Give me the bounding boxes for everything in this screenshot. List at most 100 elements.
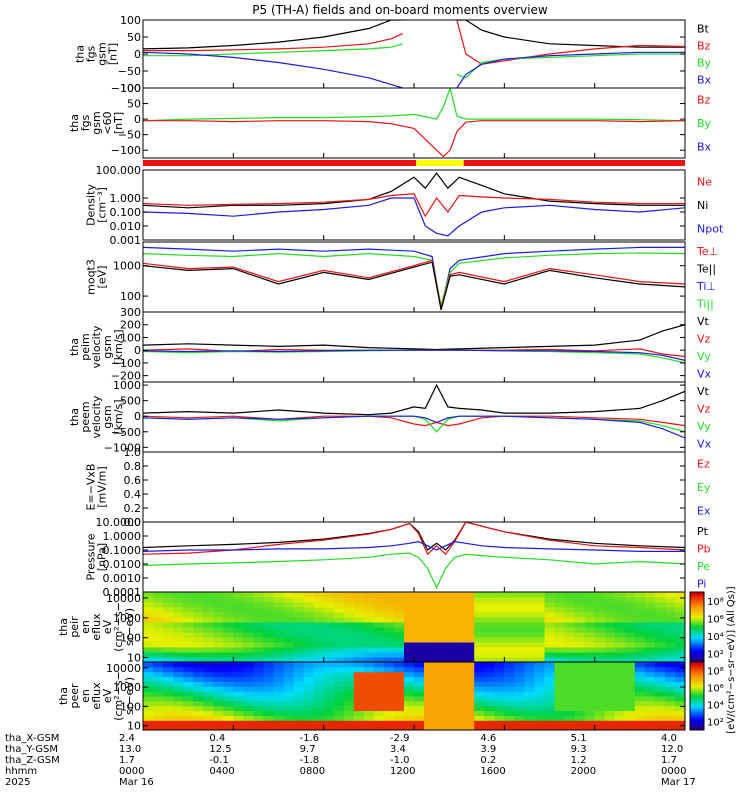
x-axis-row-label: tha_Z-GSM [5, 755, 60, 766]
heatmap-cell [594, 691, 606, 697]
heatmap-cell [363, 617, 375, 623]
y-tick-label: 100 [120, 700, 141, 713]
heatmap-cell [624, 652, 636, 658]
heatmap-cell [203, 662, 214, 668]
heatmap-cell [444, 671, 455, 678]
heatmap-cell [163, 647, 174, 653]
heatmap-cell [454, 715, 465, 721]
heatmap-cell [604, 720, 616, 726]
heatmap-cell [584, 592, 596, 598]
heatmap-cell [403, 725, 415, 731]
heatmap-cell [654, 657, 666, 663]
heatmap-cell [554, 592, 566, 598]
heatmap-cell [544, 642, 556, 648]
heatmap-cell [604, 676, 616, 682]
heatmap-cell [624, 710, 636, 716]
heatmap-cell [444, 681, 455, 687]
y-tick-label: 0.0001 [103, 586, 142, 599]
heatmap-cell [193, 607, 204, 613]
y-axis-label: en [79, 620, 92, 634]
heatmap-cell [464, 637, 475, 643]
heatmap-cell [223, 617, 234, 623]
y-tick-label: 1000 [113, 379, 141, 392]
heatmap-cell [283, 642, 295, 648]
heatmap-cell [253, 592, 264, 598]
heatmap-cell [223, 705, 234, 712]
heatmap-cell [143, 691, 154, 697]
heatmap-cell [393, 725, 405, 731]
heatmap-cell [143, 710, 154, 716]
heatmap-cell [283, 662, 295, 668]
heatmap-cell [574, 647, 586, 653]
panel-frame [142, 241, 686, 313]
heatmap-cell [504, 691, 515, 697]
heatmap-cell [233, 637, 244, 643]
heatmap-cell [233, 647, 244, 653]
heatmap-cell [313, 642, 325, 648]
heatmap-cell [464, 607, 475, 613]
heatmap-cell [564, 700, 576, 707]
colorbar-cell [690, 700, 704, 704]
heatmap-cell [213, 647, 224, 653]
heatmap-cell [664, 637, 676, 643]
heatmap-cell [163, 622, 174, 628]
heatmap-cell [674, 676, 686, 682]
heatmap-cell [414, 627, 425, 633]
heatmap-cell [414, 696, 425, 702]
heatmap-cell [353, 681, 365, 687]
heatmap-cell [544, 710, 556, 716]
heatmap-cell [383, 637, 395, 643]
heatmap-cell [574, 681, 586, 687]
x-axis-cell: 2000 [571, 766, 596, 777]
heatmap-cell [283, 696, 295, 702]
heatmap-cell [333, 725, 345, 731]
heatmap-cell [424, 725, 435, 731]
heatmap-cell [213, 691, 224, 697]
heatmap-cell [454, 592, 465, 598]
heatmap-cell [424, 671, 435, 678]
heatmap-cell [424, 696, 435, 702]
y-axis-label: gsm [101, 405, 114, 428]
heatmap-cell [143, 671, 154, 678]
heatmap-cell [293, 647, 305, 653]
heatmap-cell [363, 720, 375, 726]
heatmap-cell [514, 686, 525, 692]
heatmap-cell [183, 602, 194, 608]
heatmap-cell [293, 662, 305, 668]
heatmap-cell [444, 686, 455, 692]
heatmap-cell [323, 681, 335, 687]
heatmap-cell [654, 700, 666, 707]
heatmap-cell [223, 700, 234, 707]
heatmap-cell [203, 696, 214, 702]
colorbar-cell [690, 668, 704, 672]
heatmap-cell [614, 710, 626, 716]
heatmap-cell [303, 657, 315, 663]
heatmap-cell [504, 720, 515, 726]
heatmap-cell [193, 715, 204, 721]
heatmap-cell [424, 720, 435, 726]
heatmap-cell [343, 597, 355, 603]
colorbar-tick-label: 10⁶ [707, 684, 724, 695]
panel-2 [143, 160, 685, 166]
heatmap-cell [193, 647, 204, 653]
heatmap-cell [263, 666, 274, 673]
heatmap-cell [373, 632, 385, 638]
heatmap-cell [474, 720, 485, 726]
y-axis-label: velocity [90, 325, 103, 368]
heatmap-cell [383, 617, 395, 623]
heatmap-cell [454, 607, 465, 613]
heatmap-cell [534, 622, 545, 628]
heatmap-cell [323, 632, 335, 638]
heatmap-cell [414, 676, 425, 682]
heatmap-cell [564, 622, 576, 628]
heatmap-cell [494, 666, 505, 673]
heatmap-cell [263, 715, 274, 721]
heatmap-cell [634, 715, 646, 721]
heatmap-cell [323, 642, 335, 648]
legend-entry: Vy [697, 420, 711, 433]
heatmap-cell [143, 720, 154, 726]
heatmap-cell [624, 627, 636, 633]
y-tick-label: 0 [134, 410, 141, 423]
heatmap-cell [634, 592, 646, 598]
heatmap-cell [644, 671, 656, 678]
